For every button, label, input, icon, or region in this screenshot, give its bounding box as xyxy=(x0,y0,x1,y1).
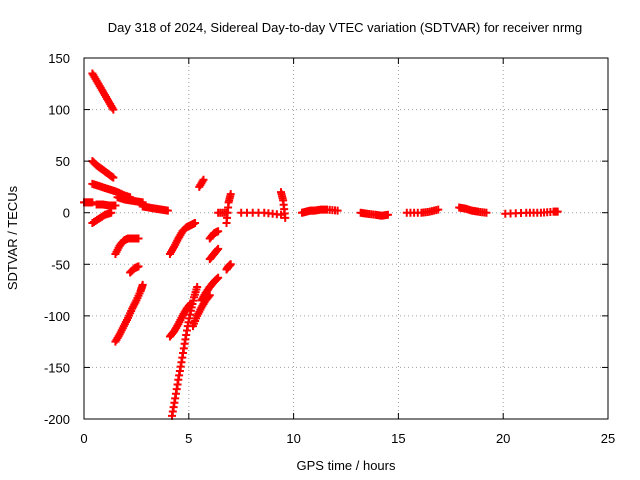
data-point-interp xyxy=(105,209,114,218)
series-arc10 xyxy=(126,262,143,277)
data-point-interp xyxy=(517,208,526,217)
data-point-interp xyxy=(137,198,146,207)
data-point-interp xyxy=(382,211,391,220)
data-point-interp xyxy=(190,219,199,228)
data-point-interp xyxy=(118,324,127,333)
series-arc6 xyxy=(113,193,147,207)
data-point-interp xyxy=(533,208,542,217)
data-point-interp xyxy=(192,314,201,323)
data-point-interp xyxy=(108,172,117,181)
series-arc29 xyxy=(501,207,562,218)
series-arc27 xyxy=(402,205,443,217)
data-point-interp xyxy=(480,208,489,217)
data-point-interp xyxy=(182,326,191,335)
series-arc28 xyxy=(455,203,491,217)
data-point-interp xyxy=(176,362,185,371)
series-arc14 xyxy=(168,282,202,420)
series-arc23 xyxy=(237,208,286,219)
series-arc20 xyxy=(222,260,235,274)
data-point-interp xyxy=(198,177,207,186)
data-point-interp xyxy=(109,201,118,210)
data-points xyxy=(80,69,562,420)
series-arc2 xyxy=(88,157,118,182)
data-point-interp xyxy=(91,216,100,225)
data-point-interp xyxy=(212,275,221,284)
data-point-interp xyxy=(278,194,287,203)
y-tick-label: -200 xyxy=(44,412,70,427)
data-point-interp xyxy=(87,198,96,207)
data-point-interp xyxy=(173,380,182,389)
data-point-interp xyxy=(330,206,339,215)
series-arc13 xyxy=(165,299,195,341)
data-point-interp xyxy=(162,206,171,215)
series-arc18 xyxy=(205,227,223,243)
x-tick-label: 10 xyxy=(286,431,300,446)
series-arc4 xyxy=(80,198,97,207)
series-arc12 xyxy=(165,219,200,258)
data-point-interp xyxy=(226,260,235,269)
data-point-interp xyxy=(213,227,222,236)
data-point-interp xyxy=(226,192,235,201)
x-tick-label: 15 xyxy=(391,431,405,446)
y-tick-label: -100 xyxy=(44,309,70,324)
series-arc5 xyxy=(92,200,120,210)
data-point-interp xyxy=(186,310,195,319)
series-arc24 xyxy=(277,188,290,222)
data-point-interp xyxy=(254,208,263,217)
y-tick-label: 150 xyxy=(48,51,70,66)
series-arc8 xyxy=(88,208,116,228)
series-arc11 xyxy=(111,280,147,346)
data-point-interp xyxy=(272,210,281,219)
data-point-interp xyxy=(432,206,441,215)
data-point-interp xyxy=(108,103,117,112)
data-point-interp xyxy=(132,234,141,243)
data-point-interp xyxy=(133,262,142,271)
data-point-interp xyxy=(168,329,177,338)
y-tick-label: -50 xyxy=(51,257,70,272)
x-tick-label: 0 xyxy=(80,431,87,446)
data-point-interp xyxy=(280,209,289,218)
grid-lines xyxy=(84,58,608,419)
data-point-interp xyxy=(552,207,561,216)
y-axis-label: SDTVAR / TECUs xyxy=(5,185,20,290)
series-arc1 xyxy=(88,69,118,114)
y-tick-label: 50 xyxy=(56,154,70,169)
data-point-interp xyxy=(131,298,140,307)
data-point-interp xyxy=(127,306,136,315)
data-point-interp xyxy=(192,285,201,294)
x-tick-label: 20 xyxy=(496,431,510,446)
series-arc17 xyxy=(205,244,223,264)
series-arc7 xyxy=(138,202,172,215)
y-tick-label: 100 xyxy=(48,103,70,118)
data-point-interp xyxy=(213,274,222,283)
data-point-interp xyxy=(220,208,229,217)
series-arc25 xyxy=(297,205,342,217)
chart-title: Day 318 of 2024, Sidereal Day-to-day VTE… xyxy=(108,20,582,35)
x-tick-label: 25 xyxy=(601,431,615,446)
data-point-interp xyxy=(189,296,198,305)
data-point-interp xyxy=(135,289,144,298)
series-arc21 xyxy=(222,190,235,228)
y-tick-label: 0 xyxy=(63,206,70,221)
series-arc26 xyxy=(356,208,392,220)
data-point-interp xyxy=(179,344,188,353)
plot-frame xyxy=(83,57,609,420)
data-point-interp xyxy=(122,315,131,324)
series-arc16 xyxy=(197,273,223,305)
data-point-interp xyxy=(203,286,212,295)
data-point-interp xyxy=(213,246,222,255)
x-axis-label: GPS time / hours xyxy=(297,458,396,473)
axis-ticks: 0 5 10 15 20 25 -200 -150 -100 -50 0 50 100 150 xyxy=(44,51,615,446)
data-point-interp xyxy=(224,203,233,212)
data-point-interp xyxy=(212,247,221,256)
data-point-interp xyxy=(138,282,147,291)
series-arc19 xyxy=(195,175,208,191)
y-tick-label: -150 xyxy=(44,360,70,375)
data-point-interp xyxy=(170,398,179,407)
series-arc9 xyxy=(111,234,143,258)
series-arc22 xyxy=(214,208,231,217)
x-tick-label: 5 xyxy=(185,431,192,446)
data-point-interp xyxy=(97,212,106,221)
